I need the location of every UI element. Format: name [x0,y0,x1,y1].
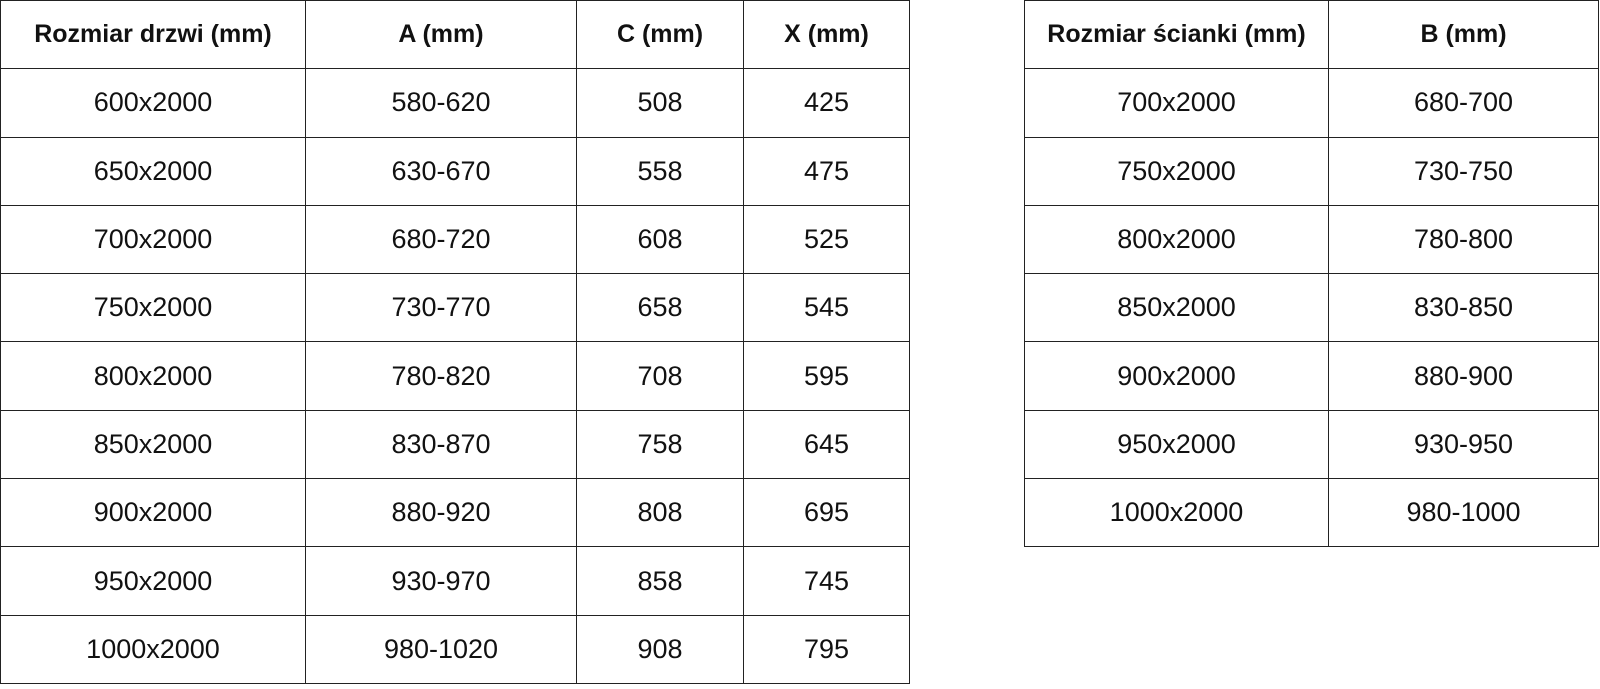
table-cell: 780-800 [1328,204,1599,275]
table-cell: 558 [576,136,744,206]
table-cell: 680-720 [305,204,577,275]
table-row: 1000x2000 980-1000 [1024,478,1599,548]
table-cell: 425 [743,68,910,138]
table-cell: 730-770 [305,273,577,343]
table-cell: 808 [576,478,744,548]
table-row: 900x2000 880-900 [1024,341,1599,411]
table-cell: 1000x2000 [0,614,306,684]
table-cell: 980-1020 [305,614,577,684]
table-row: 950x2000 930-950 [1024,409,1599,480]
table-row: 700x2000 680-700 [1024,68,1599,138]
table-cell: 700x2000 [1024,68,1329,138]
table-cell: 800x2000 [0,341,306,411]
table-row: 1000x2000 980-1020 908 795 [0,614,910,684]
column-header: C (mm) [576,0,744,70]
table-cell: 595 [743,341,910,411]
table-cell: 880-900 [1328,341,1599,411]
table-row: 700x2000 680-720 608 525 [0,204,910,275]
wall-size-table: Rozmiar ścianki (mm) B (mm) 700x2000 680-7… [1024,0,1599,548]
table-cell: 880-920 [305,478,577,548]
table-cell: 645 [743,409,910,480]
table-cell: 908 [576,614,744,684]
table-cell: 950x2000 [0,546,306,616]
table-cell: 900x2000 [0,478,306,548]
table-cell: 950x2000 [1024,409,1329,480]
column-header: A (mm) [305,0,577,70]
table-cell: 750x2000 [0,273,306,343]
table-cell: 600x2000 [0,68,306,138]
table-cell: 475 [743,136,910,206]
table-row: 850x2000 830-870 758 645 [0,409,910,480]
table-cell: 608 [576,204,744,275]
column-header: Rozmiar ścianki (mm) [1024,0,1329,70]
table-row: 600x2000 580-620 508 425 [0,68,910,138]
table-cell: 830-870 [305,409,577,480]
table-cell: 508 [576,68,744,138]
table-row: 800x2000 780-800 [1024,204,1599,275]
table-row: 800x2000 780-820 708 595 [0,341,910,411]
door-size-table: Rozmiar drzwi (mm) A (mm) C (mm) X (mm) 600… [0,0,910,684]
table-row: 850x2000 830-850 [1024,273,1599,343]
table-cell: 850x2000 [0,409,306,480]
table-cell: 695 [743,478,910,548]
table-cell: 680-700 [1328,68,1599,138]
column-header: X (mm) [743,0,910,70]
table-row: 750x2000 730-750 [1024,136,1599,206]
table-cell: 780-820 [305,341,577,411]
table-cell: 708 [576,341,744,411]
table-cell: 858 [576,546,744,616]
table-row: 950x2000 930-970 858 745 [0,546,910,616]
table-cell: 930-950 [1328,409,1599,480]
table-cell: 658 [576,273,744,343]
table-cell: 630-670 [305,136,577,206]
table-cell: 545 [743,273,910,343]
table-row: 750x2000 730-770 658 545 [0,273,910,343]
table-cell: 700x2000 [0,204,306,275]
table-header-row: Rozmiar drzwi (mm) A (mm) C (mm) X (mm) [0,0,910,70]
table-row: 900x2000 880-920 808 695 [0,478,910,548]
table-cell: 730-750 [1328,136,1599,206]
table-cell: 850x2000 [1024,273,1329,343]
table-cell: 745 [743,546,910,616]
table-cell: 930-970 [305,546,577,616]
table-cell: 758 [576,409,744,480]
table-header-row: Rozmiar ścianki (mm) B (mm) [1024,0,1599,70]
table-cell: 525 [743,204,910,275]
table-cell: 900x2000 [1024,341,1329,411]
table-cell: 800x2000 [1024,204,1329,275]
table-cell: 580-620 [305,68,577,138]
table-cell: 795 [743,614,910,684]
table-cell: 830-850 [1328,273,1599,343]
table-cell: 1000x2000 [1024,478,1329,548]
table-row: 650x2000 630-670 558 475 [0,136,910,206]
table-cell: 750x2000 [1024,136,1329,206]
column-header: Rozmiar drzwi (mm) [0,0,306,70]
table-cell: 650x2000 [0,136,306,206]
table-cell: 980-1000 [1328,478,1599,548]
column-header: B (mm) [1328,0,1599,70]
